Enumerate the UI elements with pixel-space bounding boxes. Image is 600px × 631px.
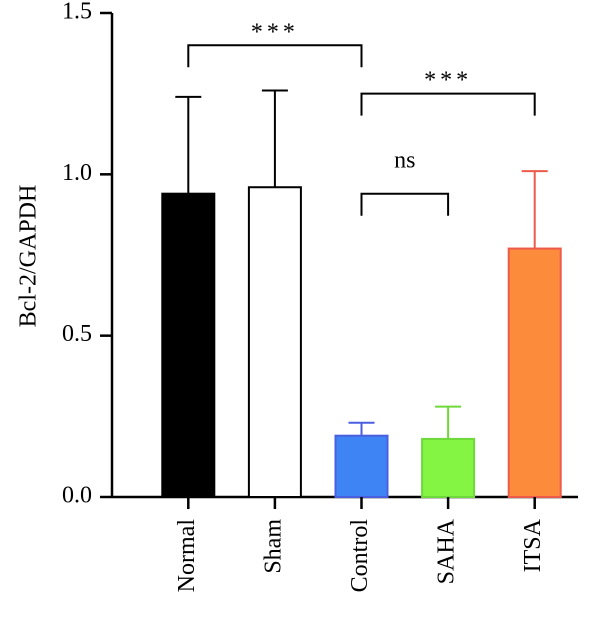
significance-bracket <box>360 92 536 116</box>
x-tick-label: SAHA <box>434 518 460 584</box>
y-axis-title: Bcl-2/GAPDH <box>16 185 42 328</box>
x-tick-label: ITSA <box>520 518 546 572</box>
significance-bracket <box>360 192 450 216</box>
plot-area: 0.0 0.5 1.0 1.5 Normal Sham Control SAHA ITSA ***… <box>62 0 578 592</box>
significance-label: *** <box>251 19 299 45</box>
bar-itsa <box>507 247 562 498</box>
significance-bracket <box>187 44 363 68</box>
y-tick-label: 0.0 <box>62 483 92 509</box>
x-tick-label: Control <box>347 519 373 593</box>
bar-normal <box>161 192 216 498</box>
y-tick-label: 1.0 <box>62 160 92 186</box>
significance-label: ns <box>394 148 415 174</box>
bar-control <box>334 434 389 498</box>
x-tick-label: Sham <box>260 519 286 574</box>
y-tick-label: 0.5 <box>62 321 92 347</box>
bar-sham <box>247 186 302 499</box>
significance-label: *** <box>424 68 472 94</box>
y-tick-label: 1.5 <box>62 0 92 25</box>
x-tick-label: Normal <box>174 519 200 593</box>
bar-saha <box>421 437 476 499</box>
